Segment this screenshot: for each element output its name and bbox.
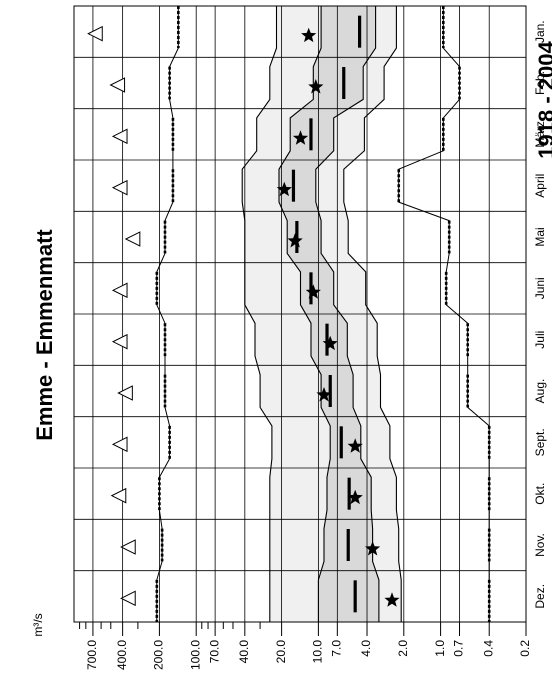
tick-label-13: 0.4: [481, 640, 495, 657]
mean-star-4: [287, 233, 303, 248]
mean-star-8: [347, 438, 363, 453]
tick-label-11: 1.0: [433, 640, 447, 657]
month-label-11: Dez.: [533, 584, 547, 609]
mean-star-9: [347, 489, 363, 505]
mean-star-0: [301, 27, 317, 43]
chart-title: Emme - Emmenmatt: [32, 229, 57, 441]
series-q90-connector: [156, 6, 179, 622]
month-label-2: März: [533, 121, 547, 148]
tick-label-3: 100.0: [188, 640, 202, 670]
tick-label-9: 4.0: [359, 640, 373, 657]
tick-label-5: 40.0: [237, 640, 251, 664]
month-label-9: Okt.: [533, 483, 547, 505]
max-marker-9: [110, 487, 127, 504]
tick-label-10: 2.0: [396, 640, 410, 657]
month-label-0: Jan.: [533, 20, 547, 43]
month-label-10: Nov.: [533, 533, 547, 557]
month-label-6: Juli: [533, 331, 547, 349]
month-label-1: Feb.: [533, 71, 547, 95]
month-label-3: April: [533, 174, 547, 198]
series-lines: [155, 6, 491, 622]
mean-star-7: [316, 387, 332, 402]
month-label-7: Aug.: [533, 379, 547, 404]
tick-label-8: 7.0: [329, 640, 343, 657]
mean-star-6: [322, 335, 338, 351]
max-marker-7: [117, 385, 133, 401]
max-marker-1: [109, 77, 126, 93]
mean-star-3: [276, 181, 292, 197]
tick-label-1: 400.0: [115, 640, 129, 670]
max-marker-0: [87, 25, 103, 42]
max-marker-11: [120, 590, 136, 607]
month-label-8: Sept.: [533, 428, 547, 456]
series-q05-line: [343, 6, 402, 622]
series-min-connector: [398, 6, 490, 622]
tick-label-7: 10.0: [311, 640, 325, 664]
max-marker-10: [120, 539, 136, 555]
month-label-5: Juni: [533, 277, 547, 299]
series-q10-line: [315, 6, 380, 622]
mean-star-11: [384, 592, 400, 607]
tick-label-4: 70.0: [207, 640, 221, 664]
tick-label-0: 700.0: [85, 640, 99, 670]
tick-label-6: 20.0: [274, 640, 288, 664]
mean-star-1: [308, 79, 324, 94]
tick-label-14: 0.2: [518, 640, 532, 657]
mean-star-10: [365, 541, 381, 556]
max-marker-6: [111, 333, 128, 350]
max-marker-5: [111, 282, 128, 299]
max-marker-2: [111, 128, 128, 145]
month-label-4: Mai: [533, 227, 547, 246]
series-markers: [87, 15, 400, 613]
series-q25-line: [278, 6, 331, 622]
tick-label-2: 200.0: [152, 640, 166, 670]
chart-axes: 700.0 400.0 200.0 100.0 70.0 40.0 20.0 10.0 7.0 4…: [79, 20, 547, 670]
mean-star-5: [305, 284, 321, 299]
max-marker-3: [111, 179, 128, 196]
chart-subtitle: 1918 - 2004: [534, 41, 552, 159]
max-marker-8: [111, 436, 128, 453]
series-q75-line: [241, 6, 278, 622]
tick-label-12: 0.7: [452, 640, 466, 657]
max-marker-4: [124, 231, 141, 247]
mean-star-2: [292, 130, 309, 145]
y-axis-label: m³/s: [31, 613, 45, 636]
